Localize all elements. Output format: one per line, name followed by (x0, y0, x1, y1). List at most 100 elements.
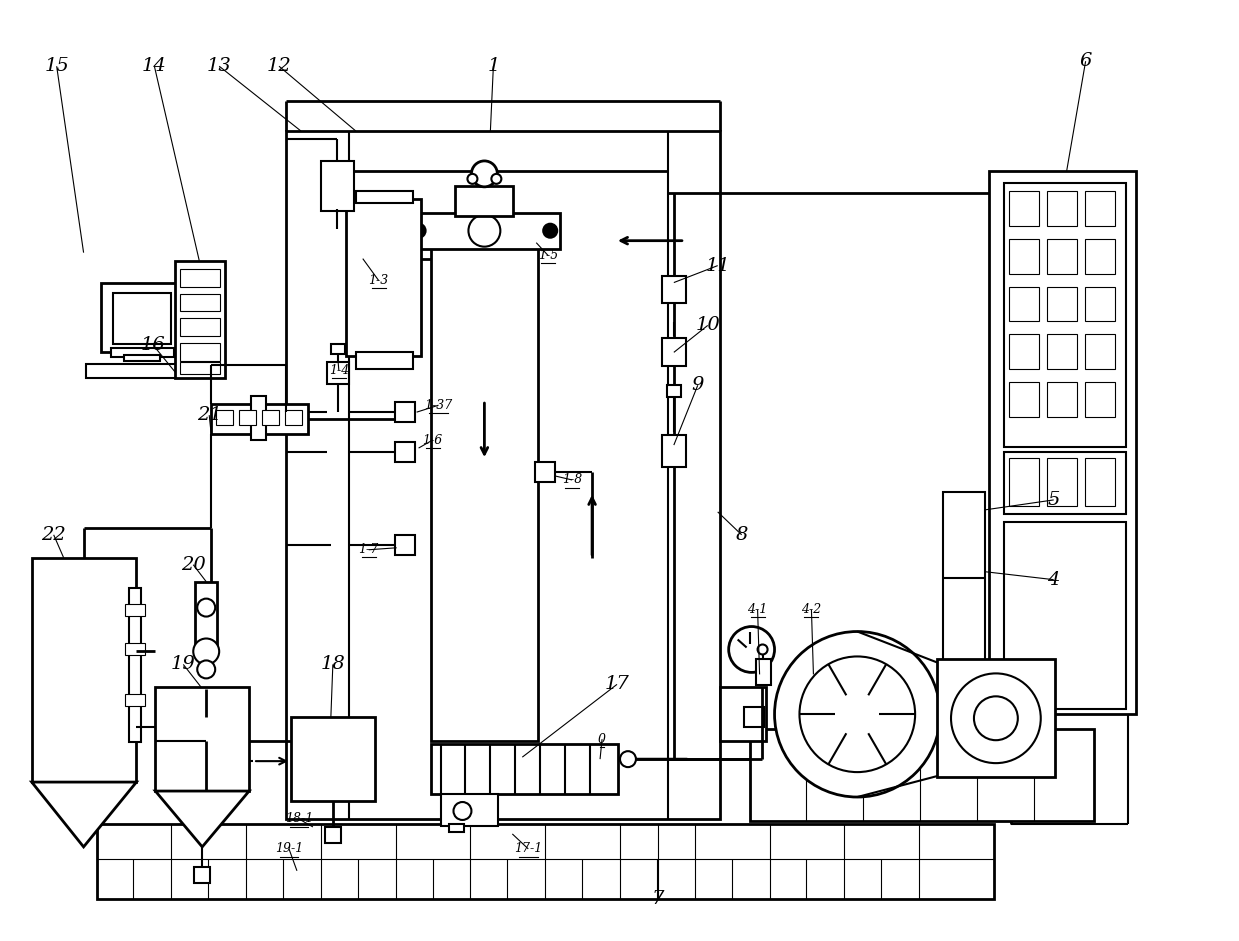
Circle shape (492, 174, 502, 183)
Bar (32, 558, 136, 782)
Circle shape (835, 693, 880, 736)
Text: 5: 5 (1047, 491, 1059, 509)
Text: 15: 15 (45, 57, 69, 75)
Bar (125, 644, 145, 656)
Text: 8: 8 (736, 526, 748, 544)
Bar (85, 364, 201, 378)
Text: 1: 1 (487, 57, 499, 75)
Bar (1084, 458, 1115, 506)
Bar (662, 435, 686, 467)
Bar (1047, 191, 1077, 226)
Circle shape (467, 174, 477, 183)
Bar (239, 410, 256, 425)
Text: 17: 17 (605, 676, 629, 694)
Text: 16: 16 (141, 336, 166, 355)
Bar (1004, 452, 1125, 514)
Text: 9: 9 (691, 376, 704, 394)
Text: 4-2: 4-2 (802, 603, 821, 616)
Circle shape (543, 224, 558, 238)
Circle shape (197, 598, 216, 616)
Bar (1084, 239, 1115, 274)
Text: 6: 6 (1079, 52, 1092, 71)
Circle shape (729, 627, 774, 673)
Text: 1-6: 1-6 (422, 434, 442, 447)
Circle shape (952, 674, 1041, 763)
Bar (195, 867, 211, 883)
Text: 11: 11 (705, 257, 730, 275)
Bar (1047, 382, 1077, 417)
Bar (321, 161, 354, 211)
Text: 19-1: 19-1 (275, 842, 304, 855)
Text: 1-5: 1-5 (538, 249, 559, 263)
Bar (346, 199, 420, 357)
Bar (327, 362, 349, 384)
Bar (113, 293, 171, 344)
Bar (756, 660, 771, 685)
Bar (252, 396, 266, 440)
Text: 19: 19 (171, 656, 196, 674)
Text: 1-37: 1-37 (425, 399, 452, 412)
Bar (181, 318, 221, 336)
Bar (124, 356, 160, 361)
Bar (395, 402, 415, 423)
Bar (662, 339, 686, 366)
Text: 4-1: 4-1 (747, 603, 768, 616)
Circle shape (974, 696, 1017, 741)
Bar (431, 744, 618, 794)
Circle shape (774, 631, 940, 797)
Bar (216, 410, 233, 425)
Text: 18: 18 (321, 656, 346, 674)
Bar (1084, 382, 1115, 417)
Circle shape (411, 224, 425, 238)
Bar (1047, 239, 1077, 274)
Bar (291, 717, 374, 801)
Text: 18-1: 18-1 (285, 812, 313, 825)
Bar (943, 492, 985, 721)
Text: 1-7: 1-7 (358, 543, 379, 556)
Bar (181, 268, 221, 287)
Bar (535, 462, 555, 482)
Bar (1004, 522, 1125, 710)
Text: 0: 0 (598, 733, 606, 745)
Bar (441, 794, 498, 826)
Text: 13: 13 (207, 57, 232, 75)
Bar (1084, 334, 1115, 369)
Bar (286, 131, 720, 819)
Bar (431, 243, 538, 742)
Circle shape (799, 657, 916, 773)
Bar (456, 185, 513, 215)
Text: 21: 21 (197, 407, 222, 424)
Text: 20: 20 (181, 556, 206, 574)
Bar (1009, 191, 1038, 226)
Bar (1047, 458, 1077, 506)
Bar (356, 352, 413, 369)
Bar (667, 385, 680, 397)
Bar (1004, 183, 1125, 447)
Bar (181, 343, 221, 361)
Bar (285, 410, 302, 425)
Circle shape (757, 645, 768, 654)
Text: 10: 10 (695, 316, 720, 334)
Bar (175, 261, 225, 378)
Text: 17-1: 17-1 (514, 842, 543, 855)
Bar (1009, 334, 1038, 369)
Bar (125, 603, 145, 615)
Bar (743, 708, 763, 727)
Bar (196, 582, 217, 656)
Bar (1009, 458, 1038, 506)
Text: 1-3: 1-3 (368, 274, 389, 287)
Bar (395, 534, 415, 555)
Bar (937, 660, 1054, 777)
Text: 12: 12 (266, 57, 291, 75)
Bar (989, 171, 1136, 714)
Bar (211, 405, 309, 434)
Bar (395, 442, 415, 462)
Circle shape (197, 661, 216, 678)
Bar (1047, 287, 1077, 322)
Polygon shape (32, 782, 136, 847)
Bar (325, 827, 341, 843)
Text: 1-8: 1-8 (563, 473, 582, 486)
Bar (662, 276, 686, 304)
Circle shape (620, 751, 636, 767)
Bar (356, 191, 413, 203)
